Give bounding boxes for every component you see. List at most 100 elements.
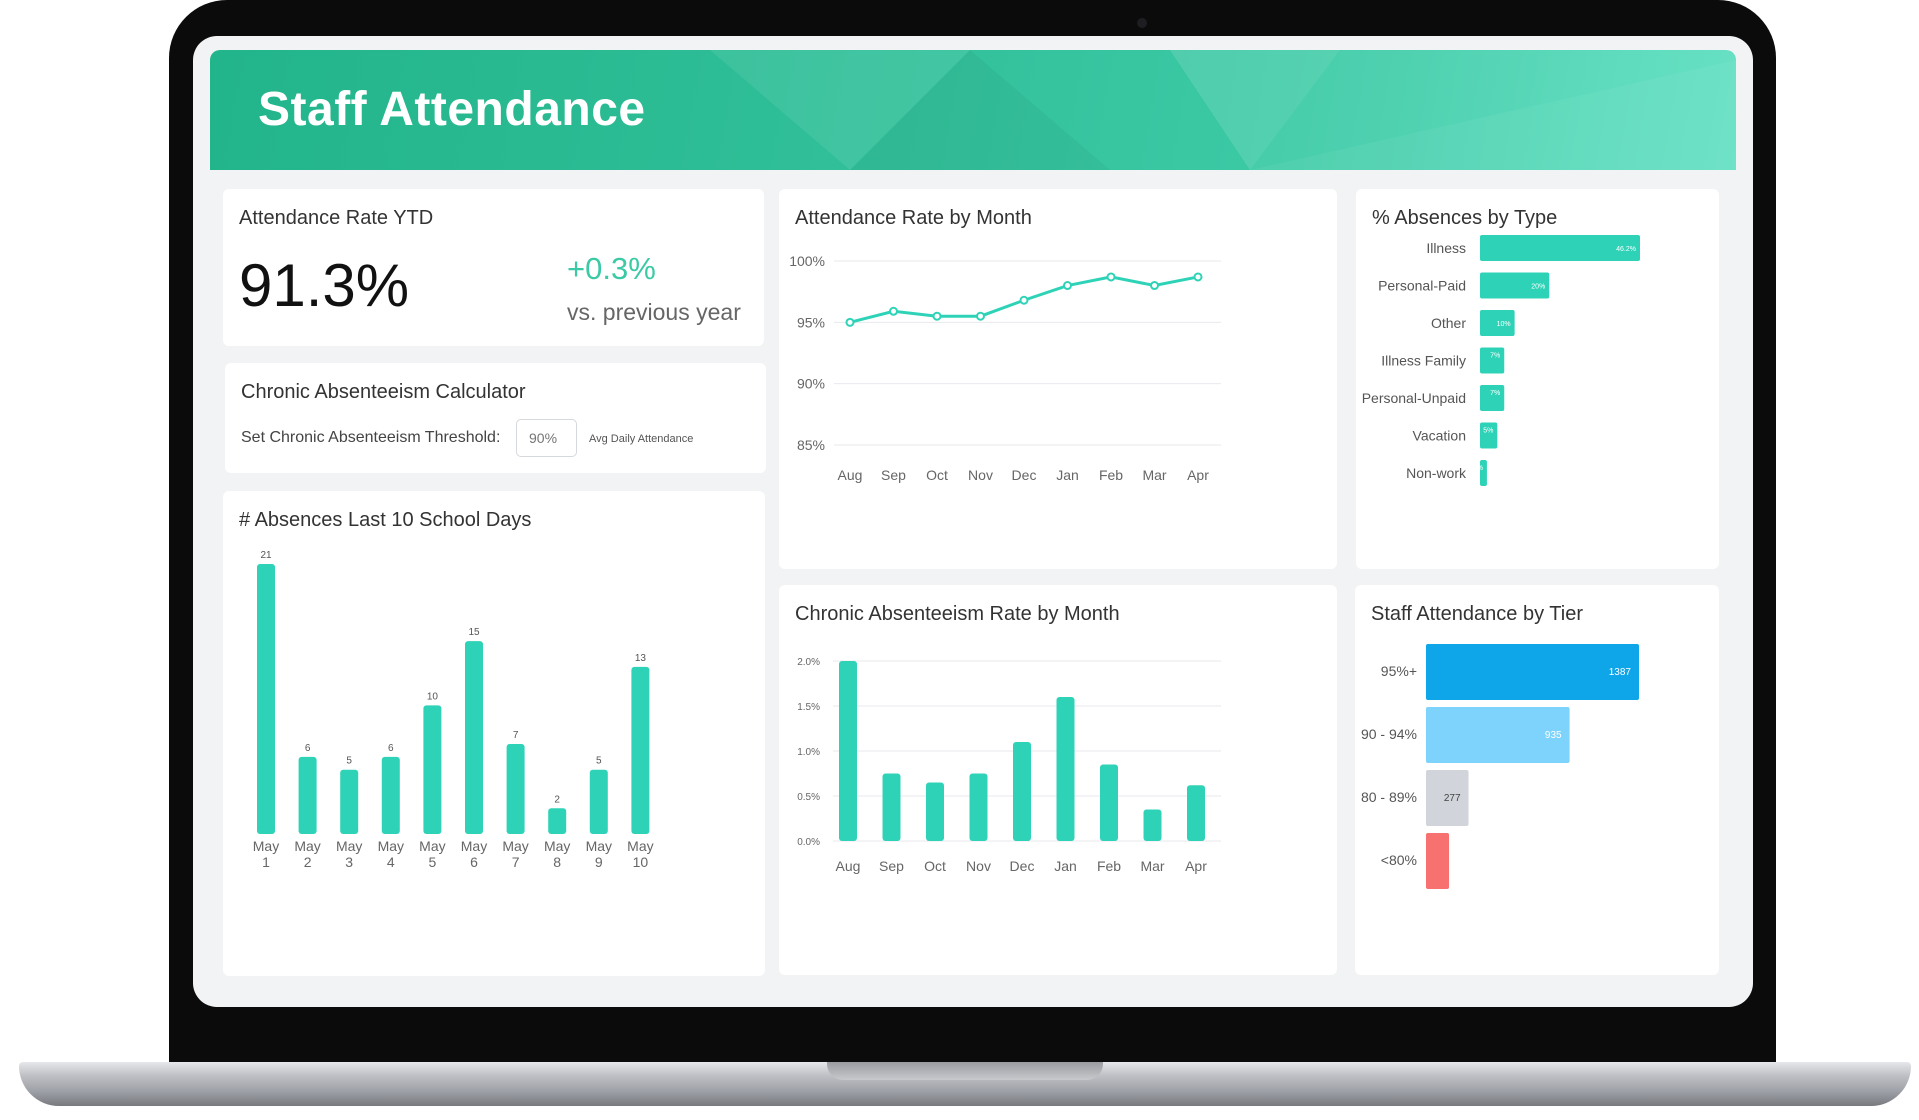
attendance-ytd-delta-label: vs. previous year <box>567 299 741 325</box>
data-point <box>976 311 985 321</box>
x-tick-label: 2 <box>304 854 312 870</box>
category-label: 90 - 94% <box>1361 726 1417 742</box>
bar <box>423 705 442 834</box>
data-point <box>1150 281 1159 291</box>
data-label: 5% <box>1483 428 1493 435</box>
bar <box>1426 770 1469 826</box>
x-tick-label: 8 <box>553 854 561 870</box>
y-tick-label: 1.5% <box>797 702 820 713</box>
data-label: 20% <box>1531 284 1545 291</box>
data-label: 935 <box>1545 730 1562 741</box>
data-label: 6 <box>388 743 394 754</box>
bar <box>1426 644 1639 700</box>
x-tick-label: Nov <box>968 467 993 483</box>
data-label: 1387 <box>1609 667 1632 678</box>
x-tick-label: Aug <box>836 858 861 874</box>
threshold-label: Set Chronic Absenteeism Threshold: <box>241 429 501 446</box>
bar <box>1480 385 1505 411</box>
data-label: 5 <box>596 756 602 767</box>
card-title: Staff Attendance by Tier <box>1371 603 1583 625</box>
data-point <box>1019 295 1029 305</box>
absences-10-days-chart: 21May16May25May36May410May515May67May72M… <box>253 550 654 870</box>
chronic-rate-chart: 2.0% 1.5% 1.0% 0.5% 0.0% Aug Sep Oct Nov Dec Jan Fe… <box>797 657 1221 874</box>
category-label: Personal-Paid <box>1378 278 1466 294</box>
attendance-by-month-card: Attendance Rate by Month 100% 95% 90% 85% Au… <box>779 189 1337 569</box>
data-label: 15 <box>468 627 480 638</box>
attendance-by-tier-chart: 95%+ 1387 90 - 94% 935 80 - 89% 277 <80% <box>1361 644 1639 889</box>
x-tick-label: May <box>627 838 653 854</box>
x-tick-label: Jan <box>1054 858 1077 874</box>
y-tick-label: 0.5% <box>797 792 820 803</box>
data-point <box>845 317 855 327</box>
bar <box>1426 707 1570 763</box>
data-point <box>889 306 898 316</box>
data-label: 10% <box>1497 321 1511 328</box>
chronic-absenteeism-calculator-card: Chronic Absenteeism Calculator Set Chron… <box>225 363 766 473</box>
y-tick-label: 2.0% <box>797 657 820 668</box>
bar <box>1426 833 1450 889</box>
bar <box>926 782 944 841</box>
data-point <box>1063 281 1072 291</box>
card-title: % Absences by Type <box>1372 207 1558 229</box>
data-label: 7% <box>1490 353 1500 360</box>
bar <box>589 769 608 834</box>
attendance-ytd-card: Attendance Rate YTD 91.3% +0.3% vs. prev… <box>223 189 764 346</box>
category-label: Illness Family <box>1381 353 1466 369</box>
data-label: 7% <box>1490 390 1500 397</box>
x-tick-label: Feb <box>1097 858 1121 874</box>
x-tick-label: Feb <box>1099 467 1123 483</box>
x-tick-label: 9 <box>595 854 603 870</box>
bar <box>1480 460 1487 486</box>
absences-by-type-chart: Illness 46.2% Personal-Paid 20% Other 10% Illn… <box>1362 235 1640 486</box>
bar <box>1013 742 1031 841</box>
bar <box>506 744 525 834</box>
data-label: 10 <box>427 691 439 702</box>
x-tick-label: May <box>336 838 362 854</box>
x-tick-label: May <box>502 838 528 854</box>
x-tick-label: May <box>253 838 279 854</box>
x-tick-label: May <box>461 838 487 854</box>
x-tick-label: Jan <box>1056 467 1079 483</box>
header-banner: Staff Attendance <box>210 50 1736 170</box>
attendance-ytd-delta: +0.3% <box>567 251 656 286</box>
y-tick-label: 0.0% <box>797 837 820 848</box>
bar <box>548 808 567 834</box>
data-label: 2 <box>554 794 560 805</box>
x-tick-label: Dec <box>1010 858 1035 874</box>
card-title: Attendance Rate by Month <box>795 207 1032 229</box>
x-tick-label: 3 <box>345 854 353 870</box>
category-label: Illness <box>1426 240 1466 256</box>
y-tick-label: 85% <box>797 437 825 453</box>
bar <box>1143 809 1162 841</box>
data-label: 5 <box>346 756 352 767</box>
category-label: <80% <box>1381 852 1417 868</box>
x-tick-label: 6 <box>470 854 478 870</box>
bar <box>631 666 650 834</box>
threshold-input[interactable] <box>516 419 577 457</box>
banner-decoration <box>710 50 1736 170</box>
category-label: Vacation <box>1413 428 1466 444</box>
bar <box>381 756 400 834</box>
bar <box>465 641 483 834</box>
card-title: Attendance Rate YTD <box>239 207 434 229</box>
data-label: 46.2% <box>1616 246 1636 253</box>
x-tick-label: 4 <box>387 854 395 870</box>
x-tick-label: May <box>544 838 570 854</box>
attendance-ytd-value: 91.3% <box>239 252 410 319</box>
x-tick-label: Sep <box>879 858 904 874</box>
bar <box>1480 422 1498 449</box>
x-tick-label: Oct <box>926 467 948 483</box>
data-label: 277 <box>1444 793 1461 804</box>
bar <box>1480 272 1550 299</box>
x-tick-label: Aug <box>838 467 863 483</box>
x-tick-label: 10 <box>633 854 649 870</box>
threshold-note: Avg Daily Attendance <box>589 433 694 445</box>
y-tick-label: 90% <box>797 376 825 392</box>
y-tick-label: 100% <box>789 253 825 269</box>
x-tick-label: Mar <box>1140 858 1164 874</box>
x-tick-label: Apr <box>1187 467 1209 483</box>
card-title: Chronic Absenteeism Rate by Month <box>795 603 1120 625</box>
bar <box>257 564 275 834</box>
absences-by-type-card: % Absences by Type Illness 46.2% Personal-… <box>1356 189 1719 569</box>
data-label: 21 <box>260 550 272 561</box>
